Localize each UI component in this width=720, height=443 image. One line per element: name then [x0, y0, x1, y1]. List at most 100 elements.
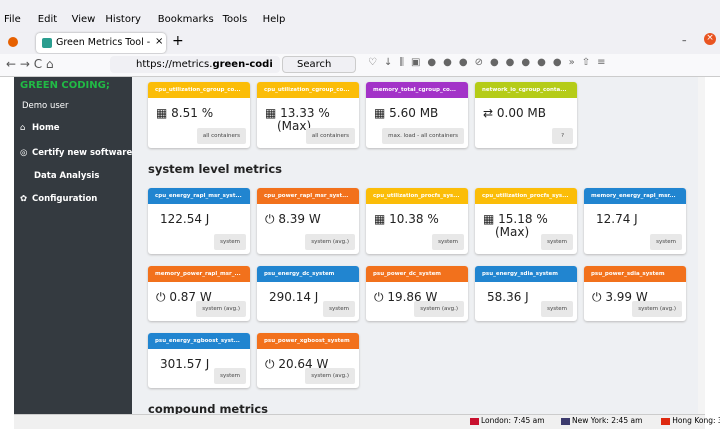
card-value-row: ⏻ 8.39 W: [265, 212, 321, 227]
flag: [661, 418, 671, 425]
card-header: cpu_utilization_cgroup_co...: [257, 82, 359, 98]
card-footer: system: [541, 301, 573, 317]
card-value: 13.33 %: [280, 106, 330, 120]
card-footer: system: [323, 301, 355, 317]
menu-item[interactable]: Bookmarks: [157, 14, 214, 25]
card-icon: ⏻: [592, 290, 606, 304]
card-value-row: 58.36 J: [487, 290, 529, 304]
card-value: 5.60 MB: [389, 106, 439, 120]
menu-item[interactable]: Edit: [37, 14, 58, 25]
search-box[interactable]: Search: [282, 56, 356, 73]
card-value: 20.64 W: [278, 357, 329, 371]
card-footer: system: [214, 368, 246, 384]
card-icon: ⏻: [265, 212, 279, 226]
nav-item[interactable]: Configuration: [32, 194, 98, 204]
card-value: 15.18 %: [498, 212, 548, 226]
metric-card: cpu_utilization_cgroup_co... ▦ 13.33 % (Ma…: [257, 82, 359, 148]
menu-item[interactable]: File: [4, 14, 21, 25]
menu-item[interactable]: History: [105, 14, 141, 25]
card-footer: all containers: [196, 128, 246, 144]
card-header: psu_energy_xgboost_syst...: [148, 333, 250, 349]
scrollbar[interactable]: [698, 77, 705, 414]
card-icon: ▦: [483, 212, 499, 226]
menu-item[interactable]: View: [71, 14, 96, 25]
search-placeholder: Search: [297, 59, 332, 70]
card-icon: ▦: [374, 106, 390, 120]
card-value: 12.74 J: [596, 212, 638, 226]
menu-item[interactable]: Help: [262, 14, 286, 25]
card-value: 122.54 J: [160, 212, 210, 226]
card-value-row: ⇄ 0.00 MB: [483, 106, 546, 120]
metric-card: memory_total_cgroup_co... ▦ 5.60 MB max. l…: [366, 82, 468, 148]
card-footer: system: [214, 234, 246, 250]
card-value-row: 301.57 J: [160, 357, 209, 371]
card-header: memory_total_cgroup_co...: [366, 82, 468, 98]
card-header: psu_power_sdia_system: [584, 266, 686, 282]
minimize[interactable]: –: [682, 36, 687, 46]
nav-item[interactable]: Certify new software: [32, 148, 133, 158]
dashboard: cpu_utilization_cgroup_co... ▦ 8.51 % all …: [132, 77, 698, 414]
card-value-row: ▦ 8.51 %: [156, 106, 213, 120]
url-prefix: https://metrics.: [136, 59, 213, 70]
card-value-row: 12.74 J: [596, 212, 638, 226]
new-tab[interactable]: +: [172, 33, 184, 49]
card-value: 8.51 %: [171, 106, 214, 120]
nav-buttons[interactable]: ← → C ⌂: [6, 57, 54, 71]
url: https://metrics.green-codi: [136, 59, 273, 70]
card-value-row: ⏻ 20.64 W: [265, 357, 328, 372]
clock: New York: 2:45 am: [572, 416, 643, 425]
card-header: network_io_cgroup_conta...: [475, 82, 577, 98]
card-value-row: ⏻ 0.87 W: [156, 290, 212, 305]
card-header: cpu_utilization_procfs_sys...: [475, 188, 577, 204]
card-value-row: ⏻ 19.86 W: [374, 290, 437, 305]
card-footer: max. load - all containers: [382, 128, 464, 144]
card-footer: all containers: [305, 128, 355, 144]
url-domain: green-codi: [212, 59, 273, 70]
menu-bar: File Edit View History Bookmarks Tools Help: [0, 0, 720, 32]
clock: Hong Kong: 3:45 pm: [672, 416, 720, 425]
card-header: cpu_utilization_procfs_sys...: [366, 188, 468, 204]
card-value: 290.14 J: [269, 290, 319, 304]
card-value: 301.57 J: [160, 357, 210, 371]
toolbar-icons[interactable]: ♡↓⫼▣●●●⊘●●●●●»⇧≡: [368, 57, 613, 68]
card-header: cpu_power_rapl_msr_syst...: [257, 188, 359, 204]
card-header: memory_energy_rapl_msr...: [584, 188, 686, 204]
status-bar: London: 7:45 am New York: 2:45 am Hong Kon…: [14, 414, 720, 429]
card-footer: system (avg.): [632, 301, 682, 317]
tab-bar: Green Metrics Tool - Expe × + – ×: [0, 32, 720, 54]
card-value: 10.38 %: [389, 212, 439, 226]
clock: London: 7:45 am: [481, 416, 545, 425]
card-value-row: 122.54 J: [160, 212, 209, 226]
sidebar: GREEN CODING; Demo user ⌂ Home ◎ Certify …: [14, 77, 132, 414]
card-footer: system (avg.): [196, 301, 246, 317]
nav-icon: ✿: [20, 194, 28, 204]
card-value: 19.86 W: [387, 290, 438, 304]
flag: [470, 418, 479, 425]
metric-card: cpu_utilization_procfs_sys... ▦ 15.18 % (M…: [475, 188, 577, 254]
metric-card: network_io_cgroup_conta... ⇄ 0.00 MB?: [475, 82, 577, 148]
user: Demo user: [22, 101, 69, 111]
tab[interactable]: Green Metrics Tool - Expe ×: [36, 33, 166, 53]
card-value: 8.39 W: [278, 212, 321, 226]
card-icon: ▦: [265, 106, 281, 120]
card-value-row: ▦ 10.38 %: [374, 212, 439, 226]
card-footer: system: [432, 234, 464, 250]
card-value: 3.99 W: [605, 290, 648, 304]
menu-item[interactable]: Tools: [222, 14, 248, 25]
url-bar[interactable]: https://metrics.green-codi: [110, 56, 280, 73]
card-icon: ⏻: [374, 290, 388, 304]
nav-item[interactable]: Data Analysis: [34, 171, 100, 181]
metric-card: cpu_utilization_cgroup_co... ▦ 8.51 % all …: [148, 82, 250, 148]
card-value: 0.00 MB: [496, 106, 546, 120]
card-icon: ⏻: [156, 290, 170, 304]
close-window[interactable]: ×: [704, 33, 716, 45]
card-note: (Max): [277, 119, 312, 133]
navigation-bar: ← → C ⌂ https://metrics.green-codi Searc…: [0, 54, 720, 77]
nav-item[interactable]: Home: [32, 123, 60, 133]
card-icon: ▦: [156, 106, 172, 120]
card-value-row: ▦ 15.18 %: [483, 212, 548, 226]
tab-close[interactable]: ×: [155, 36, 164, 47]
